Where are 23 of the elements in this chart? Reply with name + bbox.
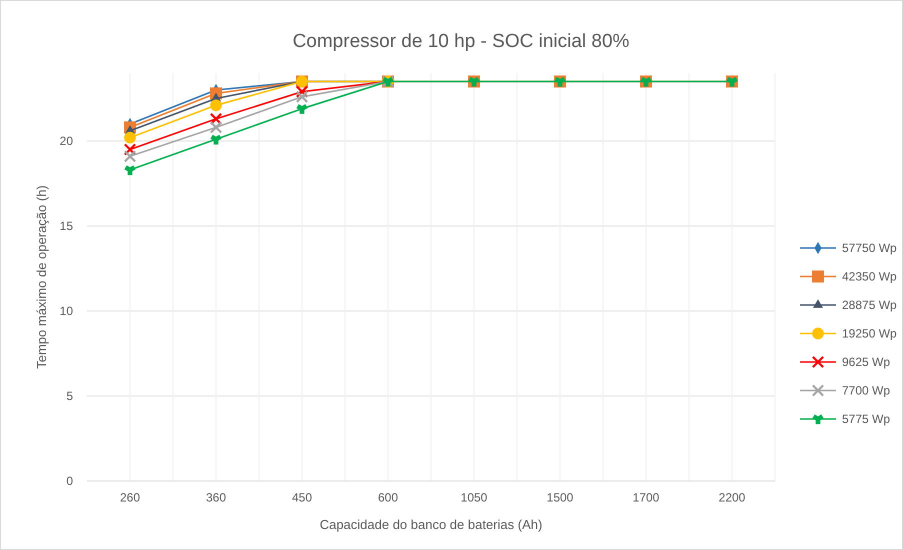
x-tick-label: 1700 — [632, 490, 660, 505]
legend-label: 9625 Wp — [842, 355, 890, 369]
legend-label: 28875 Wp — [842, 298, 898, 312]
x-axis-title: Capacidade do banco de baterias (Ah) — [320, 517, 542, 532]
legend-label: 7700 Wp — [842, 384, 890, 398]
y-tick-label: 0 — [66, 474, 74, 488]
legend-label: 57750 Wp — [842, 241, 898, 255]
y-tick-label: 5 — [66, 388, 74, 403]
x-tick-label: 360 — [206, 490, 226, 505]
x-tick-label: 1500 — [546, 490, 574, 505]
x-tick-label: 260 — [120, 490, 140, 505]
x-tick-label: 2200 — [718, 490, 746, 505]
legend-label: 42350 Wp — [842, 270, 898, 284]
y-tick-label: 10 — [60, 304, 74, 318]
x-tick-label: 450 — [292, 490, 312, 505]
y-axis-title: Tempo máximo de operação (h) — [34, 185, 49, 369]
x-tick-label: 600 — [378, 490, 398, 505]
chart-title: Compressor de 10 hp - SOC inicial 80% — [292, 31, 630, 52]
y-tick-label: 20 — [60, 134, 74, 148]
y-tick-label: 15 — [60, 218, 74, 233]
x-tick-label: 1050 — [460, 490, 488, 505]
legend-label: 5775 Wp — [842, 412, 890, 426]
legend-label: 19250 Wp — [842, 326, 898, 340]
